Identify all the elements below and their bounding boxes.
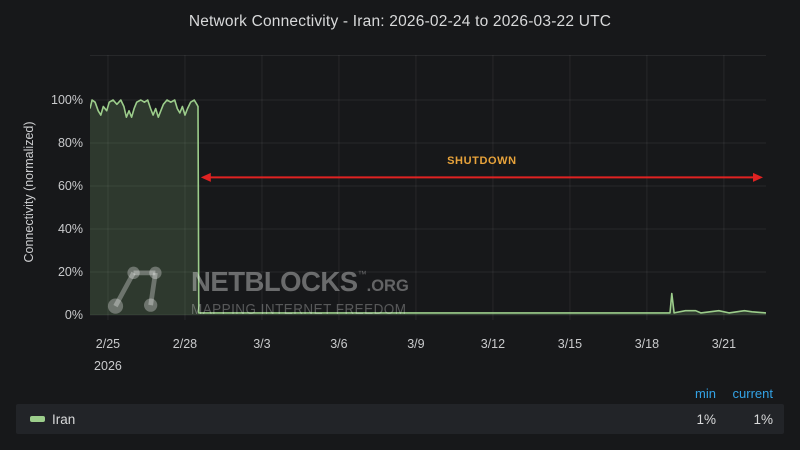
legend-row-iran[interactable]: Iran 1% 1% — [16, 404, 784, 434]
y-tick-label: 100% — [51, 93, 83, 107]
x-tick-label: 3/6 — [330, 337, 348, 351]
x-tick-label: 3/15 — [557, 337, 583, 351]
x-tick-label: 3/3 — [253, 337, 271, 351]
legend-series-name[interactable]: Iran — [52, 411, 76, 427]
x-axis-year-label: 2026 — [94, 359, 122, 373]
y-tick-label: 40% — [57, 222, 83, 236]
legend-header-min[interactable]: min — [695, 386, 716, 401]
y-tick-label: 0% — [64, 308, 83, 322]
x-tick-label: 3/12 — [480, 337, 506, 351]
x-tick-label: 2/28 — [172, 337, 198, 351]
shutdown-annotation-label: SHUTDOWN — [447, 155, 517, 168]
y-tick-label: 60% — [57, 179, 83, 193]
legend-min-value: 1% — [696, 411, 716, 427]
plot-area[interactable] — [90, 55, 766, 325]
panel-title: Network Connectivity - Iran: 2026-02-24 … — [188, 13, 612, 30]
x-tick-label: 3/18 — [634, 337, 660, 351]
x-tick-label: 3/9 — [407, 337, 425, 351]
x-tick-label: 2/25 — [95, 337, 121, 351]
x-tick-label: 3/21 — [711, 337, 737, 351]
legend-header-current[interactable]: current — [732, 386, 773, 401]
y-tick-label: 20% — [57, 265, 83, 279]
legend-current-value: 1% — [753, 411, 773, 427]
plot-svg — [90, 55, 766, 320]
y-tick-label: 80% — [57, 136, 83, 150]
series-color-swatch[interactable] — [30, 416, 45, 422]
